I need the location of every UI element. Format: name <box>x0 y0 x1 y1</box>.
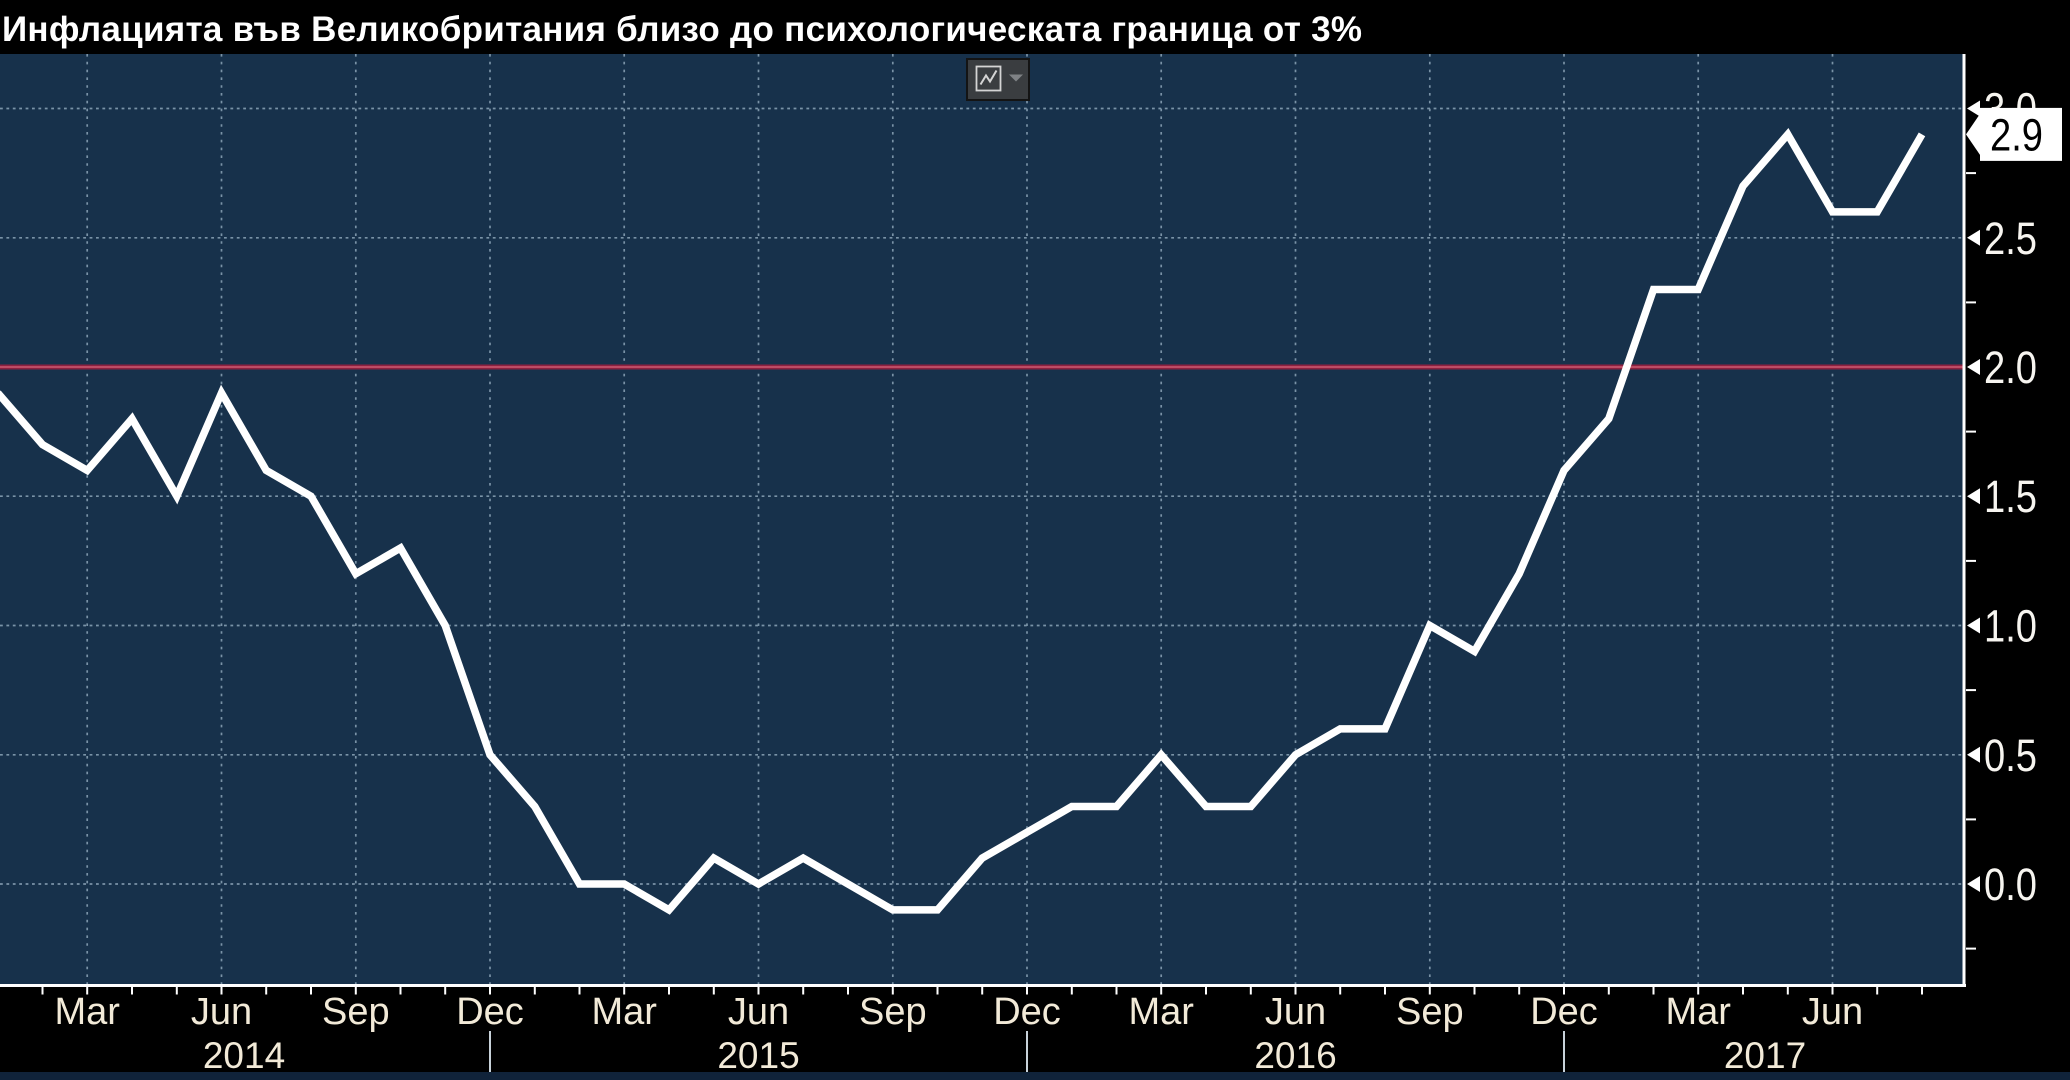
svg-text:Jun: Jun <box>191 991 252 1033</box>
svg-text:Mar: Mar <box>1665 991 1731 1033</box>
svg-text:2014: 2014 <box>203 1035 285 1076</box>
svg-text:Mar: Mar <box>591 991 657 1033</box>
svg-text:Mar: Mar <box>1128 991 1194 1033</box>
svg-text:0.0: 0.0 <box>1984 859 2037 910</box>
svg-text:Mar: Mar <box>54 991 120 1033</box>
svg-text:Dec: Dec <box>1530 991 1598 1033</box>
svg-text:2017: 2017 <box>1724 1035 1806 1076</box>
svg-text:2015: 2015 <box>717 1035 799 1076</box>
svg-text:2.0: 2.0 <box>1984 342 2037 393</box>
svg-text:Sep: Sep <box>859 991 927 1033</box>
svg-text:Jun: Jun <box>1802 991 1863 1033</box>
svg-text:2.5: 2.5 <box>1984 213 2037 264</box>
svg-text:Jun: Jun <box>728 991 789 1033</box>
svg-text:2.9: 2.9 <box>1990 109 2043 160</box>
svg-text:1.0: 1.0 <box>1984 601 2037 652</box>
svg-text:2016: 2016 <box>1254 1035 1336 1076</box>
svg-text:0.5: 0.5 <box>1984 730 2037 781</box>
svg-text:Инфлацията във Великобритания: Инфлацията във Великобритания близо до п… <box>2 10 1362 49</box>
svg-text:Dec: Dec <box>456 991 524 1033</box>
svg-text:1.5: 1.5 <box>1984 471 2037 522</box>
svg-text:Dec: Dec <box>993 991 1061 1033</box>
svg-text:Jun: Jun <box>1265 991 1326 1033</box>
svg-text:Sep: Sep <box>1396 991 1464 1033</box>
svg-text:Sep: Sep <box>322 991 390 1033</box>
